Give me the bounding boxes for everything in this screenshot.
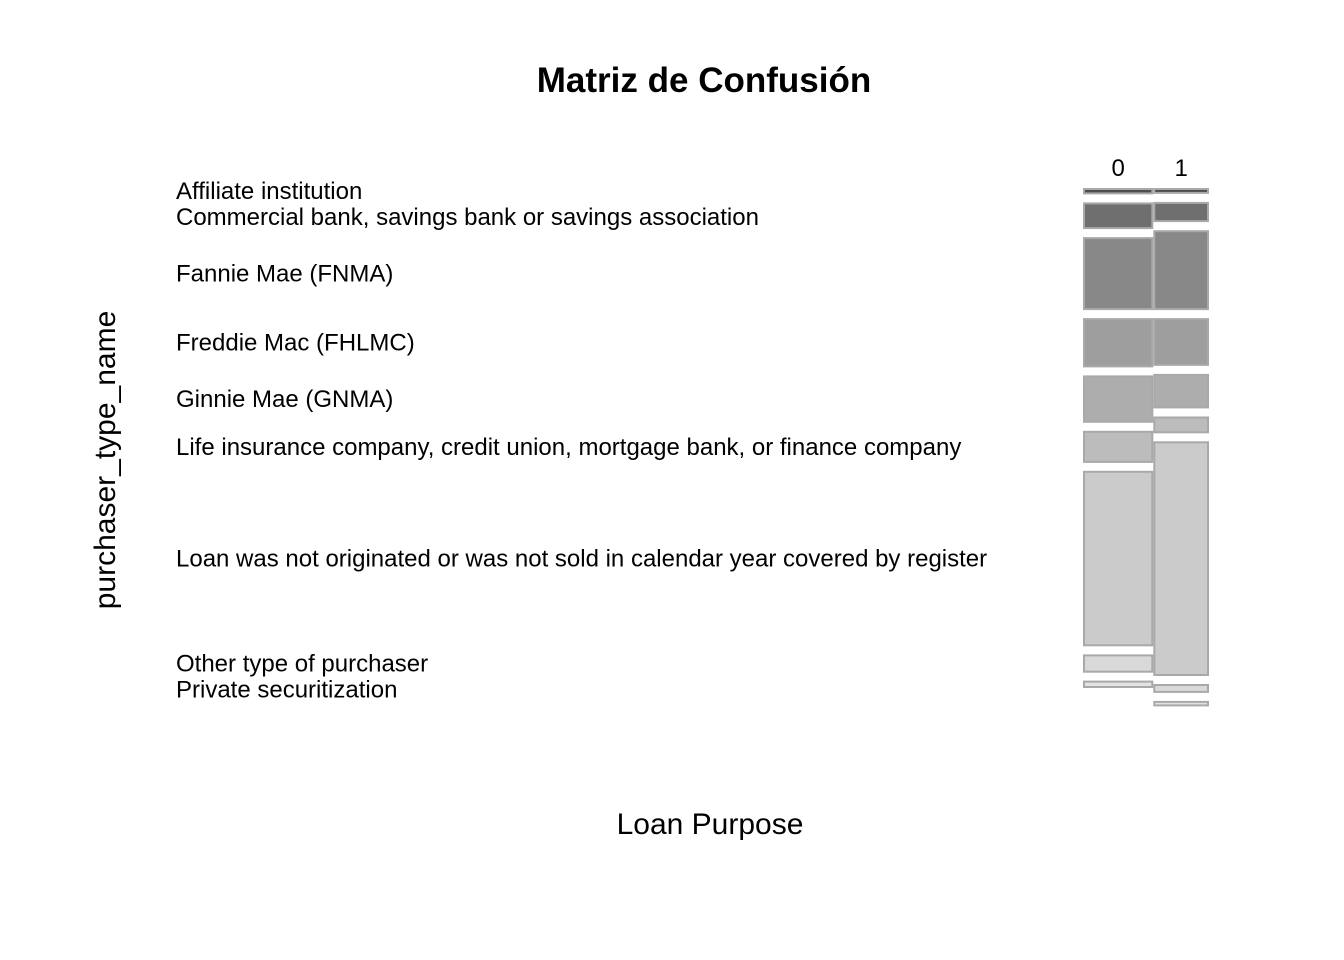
tile-col1-row5	[1153, 416, 1210, 434]
row-label-1: Commercial bank, savings bank or savings…	[176, 204, 759, 231]
row-label-0: Affiliate institution	[176, 178, 362, 205]
tile-col0-row0	[1083, 188, 1154, 195]
column-label-1: 1	[1175, 155, 1188, 182]
row-label-3: Freddie Mac (FHLMC)	[176, 330, 415, 357]
row-label-4: Ginnie Mae (GNMA)	[176, 386, 393, 413]
tile-col0-row2	[1083, 237, 1154, 311]
tile-col0-row5	[1083, 430, 1154, 463]
tile-col0-row1	[1083, 202, 1154, 230]
x-axis-label: Loan Purpose	[617, 808, 804, 841]
tile-col0-row8	[1083, 680, 1154, 688]
tile-col1-row3	[1153, 318, 1210, 366]
row-label-7: Other type of purchaser	[176, 651, 428, 678]
row-label-8: Private securitization	[176, 677, 397, 704]
tile-col1-row1	[1153, 201, 1210, 223]
chart-title: Matriz de Confusión	[537, 61, 871, 100]
tile-col0-row4	[1083, 375, 1154, 423]
tile-col0-row6	[1083, 470, 1154, 647]
tile-col1-row2	[1153, 230, 1210, 311]
tile-col1-row8	[1153, 700, 1210, 707]
y-axis-label: purchaser_type_name	[89, 311, 122, 610]
mosaic-tiles	[1083, 188, 1210, 707]
row-label-5: Life insurance company, credit union, mo…	[176, 434, 961, 461]
tile-col1-row4	[1153, 373, 1210, 409]
tile-col0-row3	[1083, 318, 1154, 368]
tile-col1-row6	[1153, 441, 1210, 676]
tile-col0-row7	[1083, 654, 1154, 673]
column-label-0: 0	[1112, 155, 1125, 182]
row-label-2: Fannie Mae (FNMA)	[176, 261, 393, 288]
tile-col1-row7	[1153, 684, 1210, 693]
tile-col1-row0	[1153, 188, 1210, 194]
row-label-6: Loan was not originated or was not sold …	[176, 546, 987, 573]
